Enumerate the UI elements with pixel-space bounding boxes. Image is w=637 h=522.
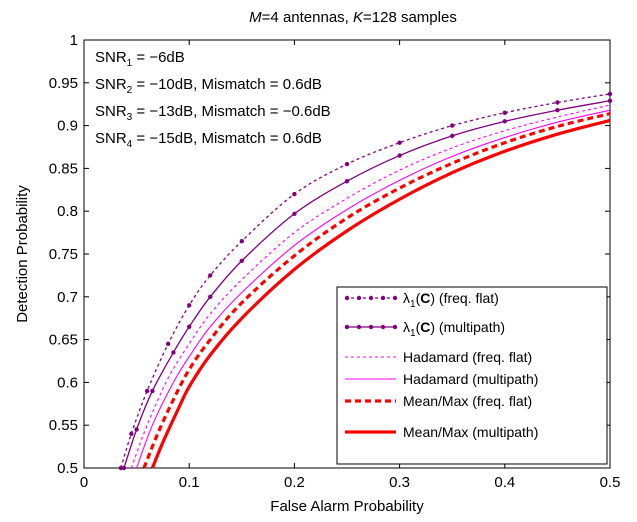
series-point-lambda1-multipath (607, 98, 613, 103)
series-line-meanmax-freq-flat (142, 112, 611, 469)
series-point-lambda1-freq-flat (397, 140, 402, 145)
series-point-lambda1-freq-flat (165, 341, 171, 347)
series-point-lambda1-freq-flat (450, 123, 455, 128)
series-line-meanmax-multipath (150, 118, 611, 469)
x-tick-label: 0.5 (600, 474, 621, 491)
snr-annotation-4: SNR4 = −15dB, Mismatch = 0.6dB (95, 130, 322, 150)
legend: λ1(C) (freq. flat) λ1(C) (multipath) Hadam… (336, 286, 608, 465)
series-point-lambda1-multipath (239, 258, 244, 264)
y-tick-label: 0.75 (49, 246, 78, 263)
legend-marker (356, 324, 362, 330)
series-point-lambda1-freq-flat (187, 303, 192, 308)
series-point-lambda1-multipath (171, 350, 176, 355)
x-tick-label: 0.1 (179, 474, 200, 491)
series-point-lambda1-freq-flat (502, 110, 507, 115)
y-tick-label: 0.55 (49, 417, 78, 434)
series-point-lambda1-multipath (502, 119, 507, 124)
y-tick-label: 0.9 (57, 118, 78, 135)
y-tick-label: 0.65 (49, 332, 78, 349)
series-point-lambda1-freq-flat (344, 161, 350, 167)
x-tick-label: 0 (80, 474, 88, 491)
legend-box (336, 286, 608, 465)
x-axis-title: False Alarm Probability (270, 498, 424, 515)
chart-title: M=4 antennas, K=128 samples (249, 9, 457, 26)
y-tick-label: 0.5 (57, 460, 78, 477)
legend-label-meanmax-multipath: Mean/Max (multipath) (403, 424, 538, 440)
series-point-lambda1-freq-flat (118, 465, 124, 471)
y-tick-label: 0.85 (49, 160, 78, 177)
snr-annotation-3: SNR3 = −13dB, Mismatch = −0.6dB (95, 103, 331, 123)
y-tick-label: 1 (70, 32, 78, 49)
legend-marker (344, 295, 350, 301)
title-k-symbol: K (353, 9, 364, 26)
legend-marker (392, 324, 398, 330)
title-m-symbol: M (249, 9, 262, 26)
series-point-lambda1-multipath (134, 427, 139, 432)
legend-label-lambda1-freq-flat: λ1(C) (freq. flat) (403, 290, 499, 310)
legend-marker (392, 295, 398, 301)
series-point-lambda1-freq-flat (607, 91, 613, 97)
series-point-lambda1-multipath (397, 153, 402, 158)
title-k-text: =128 samples (363, 9, 457, 26)
series-layer (118, 91, 613, 471)
x-tick-label: 0.2 (284, 474, 305, 491)
series-line-lambda1-multipath (123, 100, 611, 469)
series-line-hadamard-multipath (136, 109, 611, 469)
series-point-lambda1-freq-flat (239, 238, 244, 244)
series-point-lambda1-freq-flat (555, 100, 560, 105)
series-point-lambda1-freq-flat (129, 431, 134, 436)
legend-marker (344, 324, 350, 330)
y-tick-label: 0.6 (57, 374, 78, 391)
series-point-lambda1-multipath (187, 324, 192, 329)
series-point-lambda1-multipath (555, 107, 560, 113)
series-point-lambda1-freq-flat (208, 273, 213, 278)
snr-annotation-2: SNR2 = −10dB, Mismatch = 0.6dB (95, 76, 322, 96)
series-point-lambda1-multipath (344, 179, 350, 184)
y-tick-label: 0.7 (57, 289, 78, 306)
legend-marker (368, 324, 374, 330)
y-axis-title: Detection Probability (14, 185, 31, 323)
legend-label-meanmax-freq-flat: Mean/Max (freq. flat) (403, 393, 532, 409)
series-point-lambda1-multipath (208, 294, 213, 299)
legend-marker (380, 295, 386, 301)
title-m-text: =4 antennas, (262, 9, 353, 26)
series-point-lambda1-freq-flat (144, 388, 150, 394)
y-tick-label: 0.8 (57, 203, 78, 220)
legend-label-hadamard-multipath: Hadamard (multipath) (403, 371, 538, 387)
series-line-lambda1-freq-flat (120, 93, 611, 469)
snr-annotations: SNR1 = −6dB SNR2 = −10dB, Mismatch = 0.6d… (95, 49, 331, 150)
axis-ticks: 0 0.1 0.2 0.3 0.4 0.5 0.5 0.55 0.6 0.65 0.7 0.75 0.8… (49, 32, 621, 491)
series-point-lambda1-freq-flat (292, 191, 297, 197)
legend-marker (380, 324, 386, 330)
series-point-lambda1-multipath (150, 388, 155, 394)
y-tick-label: 0.95 (49, 75, 78, 92)
legend-marker (356, 295, 362, 301)
series-point-lambda1-multipath (450, 133, 455, 139)
x-tick-label: 0.3 (389, 474, 410, 491)
legend-label-hadamard-freq-flat: Hadamard (freq. flat) (403, 349, 532, 365)
snr-annotation-1: SNR1 = −6dB (95, 49, 185, 69)
legend-marker (368, 295, 374, 301)
series-point-lambda1-multipath (121, 465, 127, 471)
series-line-hadamard-freq-flat (130, 104, 611, 469)
x-tick-label: 0.4 (494, 474, 515, 491)
legend-label-lambda1-multipath: λ1(C) (multipath) (403, 319, 505, 339)
series-point-lambda1-multipath (292, 211, 297, 216)
